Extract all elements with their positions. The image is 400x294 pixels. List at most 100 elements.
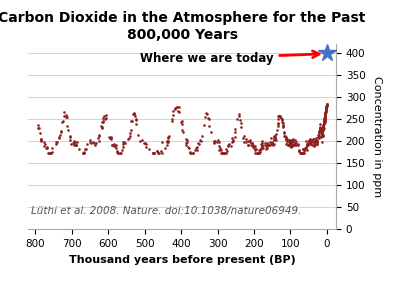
- Point: [314, 139, 320, 144]
- Point: [287, 143, 293, 148]
- Point: [285, 142, 291, 147]
- Point: [263, 144, 269, 148]
- Point: [132, 118, 139, 123]
- Point: [184, 137, 190, 142]
- Point: [215, 140, 222, 144]
- Point: [322, 116, 328, 121]
- Point: [86, 140, 93, 144]
- Point: [277, 114, 284, 118]
- Point: [321, 116, 328, 121]
- Point: [141, 141, 147, 145]
- Point: [220, 151, 226, 156]
- Point: [281, 130, 288, 134]
- Point: [35, 126, 42, 131]
- Point: [297, 151, 304, 156]
- Point: [72, 143, 79, 148]
- Point: [162, 146, 168, 150]
- Point: [322, 109, 329, 114]
- Point: [316, 132, 322, 137]
- Point: [59, 120, 66, 125]
- Point: [264, 141, 271, 146]
- Point: [303, 138, 310, 143]
- Point: [321, 119, 327, 123]
- Point: [310, 140, 316, 145]
- Point: [75, 147, 82, 152]
- Point: [201, 122, 207, 127]
- Point: [195, 141, 202, 146]
- Point: [321, 118, 327, 123]
- Point: [91, 141, 98, 145]
- Point: [303, 144, 309, 149]
- Point: [126, 131, 133, 135]
- Point: [256, 148, 263, 153]
- Point: [286, 139, 292, 143]
- Point: [304, 141, 311, 146]
- Y-axis label: Concentration in ppm: Concentration in ppm: [372, 76, 382, 197]
- Point: [304, 141, 310, 146]
- Point: [263, 147, 270, 152]
- Point: [62, 115, 69, 120]
- Point: [317, 126, 324, 130]
- Point: [37, 131, 43, 136]
- Point: [316, 130, 322, 135]
- Point: [254, 151, 261, 156]
- Point: [298, 151, 304, 156]
- Point: [322, 113, 328, 118]
- Point: [102, 116, 108, 121]
- Point: [272, 131, 279, 136]
- Point: [198, 139, 204, 143]
- Point: [307, 141, 313, 146]
- Point: [323, 106, 329, 111]
- Point: [205, 116, 211, 121]
- Point: [270, 137, 277, 142]
- Point: [42, 142, 48, 147]
- Point: [101, 113, 107, 118]
- Point: [307, 138, 313, 143]
- Point: [143, 144, 149, 149]
- Point: [301, 148, 307, 153]
- Point: [290, 143, 297, 148]
- Point: [58, 129, 64, 134]
- Point: [289, 141, 296, 146]
- Point: [254, 151, 261, 156]
- Point: [320, 127, 326, 132]
- Point: [250, 142, 256, 147]
- Point: [319, 132, 325, 136]
- Point: [256, 148, 263, 153]
- Point: [61, 110, 67, 114]
- Point: [131, 111, 137, 116]
- Point: [286, 142, 292, 146]
- Point: [190, 151, 196, 156]
- Point: [258, 143, 265, 148]
- Point: [202, 114, 208, 119]
- Point: [320, 121, 327, 126]
- Point: [172, 105, 178, 110]
- Point: [238, 125, 244, 130]
- Point: [188, 151, 194, 156]
- Point: [92, 142, 99, 147]
- Point: [299, 151, 306, 156]
- Point: [108, 136, 114, 141]
- Point: [221, 151, 228, 156]
- Point: [238, 121, 244, 125]
- Point: [321, 119, 327, 124]
- Point: [283, 137, 290, 141]
- Point: [323, 107, 329, 111]
- Point: [46, 151, 52, 156]
- Point: [259, 138, 265, 143]
- Point: [309, 138, 316, 143]
- Point: [322, 109, 329, 113]
- Point: [268, 140, 275, 145]
- Point: [169, 116, 175, 121]
- Point: [252, 146, 259, 151]
- Point: [287, 140, 294, 145]
- Point: [90, 140, 96, 145]
- Point: [301, 147, 307, 152]
- Point: [150, 151, 157, 156]
- Point: [288, 139, 295, 143]
- Point: [38, 137, 44, 141]
- Point: [254, 151, 260, 156]
- Point: [250, 145, 256, 149]
- Point: [320, 121, 327, 126]
- Point: [231, 134, 238, 139]
